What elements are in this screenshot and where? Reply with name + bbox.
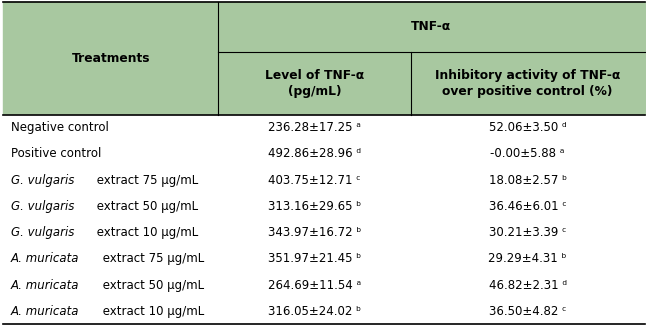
Text: 343.97±16.72 ᵇ: 343.97±16.72 ᵇ — [267, 226, 361, 239]
Bar — [3, 193, 645, 219]
Bar — [3, 115, 645, 141]
Bar — [3, 141, 645, 167]
Text: 36.50±4.82 ᶜ: 36.50±4.82 ᶜ — [489, 305, 567, 318]
Bar — [3, 246, 645, 272]
Text: 316.05±24.02 ᵇ: 316.05±24.02 ᵇ — [268, 305, 361, 318]
Text: 492.86±28.96 ᵈ: 492.86±28.96 ᵈ — [268, 147, 361, 160]
Text: 264.69±11.54 ᵃ: 264.69±11.54 ᵃ — [268, 278, 361, 291]
Text: Level of TNF-α
(pg/mL): Level of TNF-α (pg/mL) — [265, 68, 364, 97]
Text: extract 50 μg/mL: extract 50 μg/mL — [93, 200, 198, 213]
Bar — [3, 52, 645, 114]
Text: extract 75 μg/mL: extract 75 μg/mL — [99, 252, 205, 265]
Text: 46.82±2.31 ᵈ: 46.82±2.31 ᵈ — [488, 278, 567, 291]
Text: 29.29±4.31 ᵇ: 29.29±4.31 ᵇ — [488, 252, 567, 265]
Bar — [3, 272, 645, 298]
Text: TNF-α: TNF-α — [412, 20, 452, 33]
Text: Inhibitory activity of TNF-α
over positive control (%): Inhibitory activity of TNF-α over positi… — [435, 68, 620, 97]
Text: extract 10 μg/mL: extract 10 μg/mL — [99, 305, 205, 318]
Bar — [3, 2, 645, 52]
Text: G. vulgaris: G. vulgaris — [11, 226, 74, 239]
Text: Treatments: Treatments — [72, 52, 150, 65]
Bar — [3, 167, 645, 193]
Text: A. muricata: A. muricata — [11, 305, 79, 318]
Text: 36.46±6.01 ᶜ: 36.46±6.01 ᶜ — [489, 200, 567, 213]
Text: 313.16±29.65 ᵇ: 313.16±29.65 ᵇ — [267, 200, 361, 213]
Text: 30.21±3.39 ᶜ: 30.21±3.39 ᶜ — [489, 226, 567, 239]
Text: -0.00±5.88 ᵃ: -0.00±5.88 ᵃ — [490, 147, 565, 160]
Text: extract 50 μg/mL: extract 50 μg/mL — [99, 278, 205, 291]
Bar — [3, 298, 645, 324]
Text: A. muricata: A. muricata — [11, 252, 79, 265]
Text: 403.75±12.71 ᶜ: 403.75±12.71 ᶜ — [268, 174, 360, 187]
Text: Positive control: Positive control — [11, 147, 101, 160]
Text: 236.28±17.25 ᵃ: 236.28±17.25 ᵃ — [268, 121, 360, 134]
Text: 351.97±21.45 ᵇ: 351.97±21.45 ᵇ — [267, 252, 361, 265]
Bar — [3, 219, 645, 246]
Text: Negative control: Negative control — [11, 121, 109, 134]
Text: A. muricata: A. muricata — [11, 278, 79, 291]
Text: G. vulgaris: G. vulgaris — [11, 174, 74, 187]
Text: 52.06±3.50 ᵈ: 52.06±3.50 ᵈ — [489, 121, 567, 134]
Text: 18.08±2.57 ᵇ: 18.08±2.57 ᵇ — [488, 174, 567, 187]
Text: extract 75 μg/mL: extract 75 μg/mL — [93, 174, 198, 187]
Text: extract 10 μg/mL: extract 10 μg/mL — [93, 226, 198, 239]
Text: G. vulgaris: G. vulgaris — [11, 200, 74, 213]
